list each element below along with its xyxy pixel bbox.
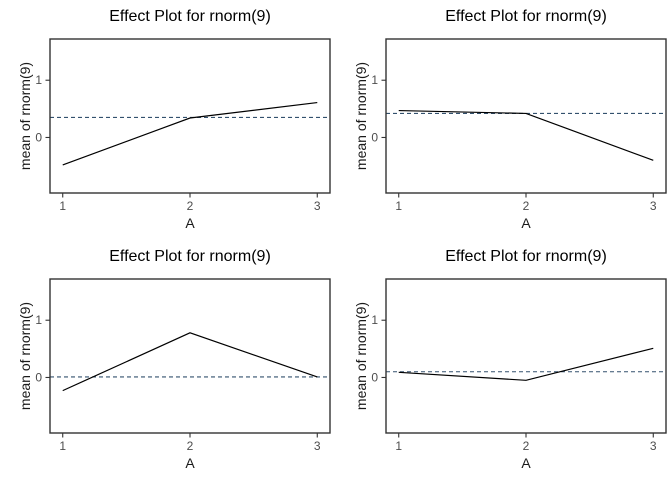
x-tick-label: 1 <box>59 199 66 213</box>
effect-plot-panel-bottom-left: 1 2 3 0 1 Effect Plot for rnorm(9) A mean of… <box>0 240 336 480</box>
plot-canvas: 1 2 3 0 1 <box>371 278 667 453</box>
plot-canvas: 1 2 3 0 1 <box>35 38 331 213</box>
x-axis-label: A <box>185 455 195 471</box>
y-tick-label: 0 <box>371 130 378 144</box>
effect-line <box>398 109 654 161</box>
x-tick-label: 3 <box>314 439 321 453</box>
effect-line <box>398 347 654 381</box>
x-tick-label: 2 <box>523 439 530 453</box>
plot-title: Effect Plot for rnorm(9) <box>109 8 271 25</box>
x-tick-label: 3 <box>314 199 321 213</box>
plot-canvas: 1 2 3 0 1 <box>35 278 331 453</box>
y-axis-label: mean of rnorm(9) <box>353 301 369 411</box>
plot-title: Effect Plot for rnorm(9) <box>109 248 271 265</box>
effect-plot-panel-top-right: 1 2 3 0 1 Effect Plot for rnorm(9) A mean of… <box>336 0 672 240</box>
y-axis-label: mean of rnorm(9) <box>17 301 33 411</box>
x-tick-label: 1 <box>395 199 402 213</box>
y-tick-label: 1 <box>35 313 42 327</box>
x-tick-label: 2 <box>523 199 530 213</box>
y-tick-label: 1 <box>371 73 378 87</box>
x-axis-label: A <box>185 215 195 231</box>
effect-plot-panel-top-left: 1 2 3 0 1 Effect Plot for rnorm(9) A mean of… <box>0 0 336 240</box>
y-tick-label: 1 <box>371 313 378 327</box>
plot-title: Effect Plot for rnorm(9) <box>445 8 607 25</box>
effect-line <box>62 332 318 392</box>
x-axis-label: A <box>521 455 531 471</box>
x-tick-label: 2 <box>187 439 194 453</box>
plot-canvas: 1 2 3 0 1 <box>371 38 667 213</box>
x-tick-label: 1 <box>395 439 402 453</box>
panel-border <box>49 278 331 434</box>
y-tick-label: 0 <box>371 370 378 384</box>
effect-line <box>62 101 318 166</box>
panel-border <box>49 38 331 194</box>
effect-plot-panel-bottom-right: 1 2 3 0 1 Effect Plot for rnorm(9) A mean of… <box>336 240 672 480</box>
x-tick-label: 2 <box>187 199 194 213</box>
y-tick-label: 0 <box>35 130 42 144</box>
plot-title: Effect Plot for rnorm(9) <box>445 248 607 265</box>
x-tick-label: 1 <box>59 439 66 453</box>
x-axis-label: A <box>521 215 531 231</box>
panel-border <box>385 38 667 194</box>
x-tick-label: 3 <box>650 439 657 453</box>
x-tick-label: 3 <box>650 199 657 213</box>
y-tick-label: 0 <box>35 370 42 384</box>
y-axis-label: mean of rnorm(9) <box>17 61 33 171</box>
y-axis-label: mean of rnorm(9) <box>353 61 369 171</box>
y-tick-label: 1 <box>35 73 42 87</box>
